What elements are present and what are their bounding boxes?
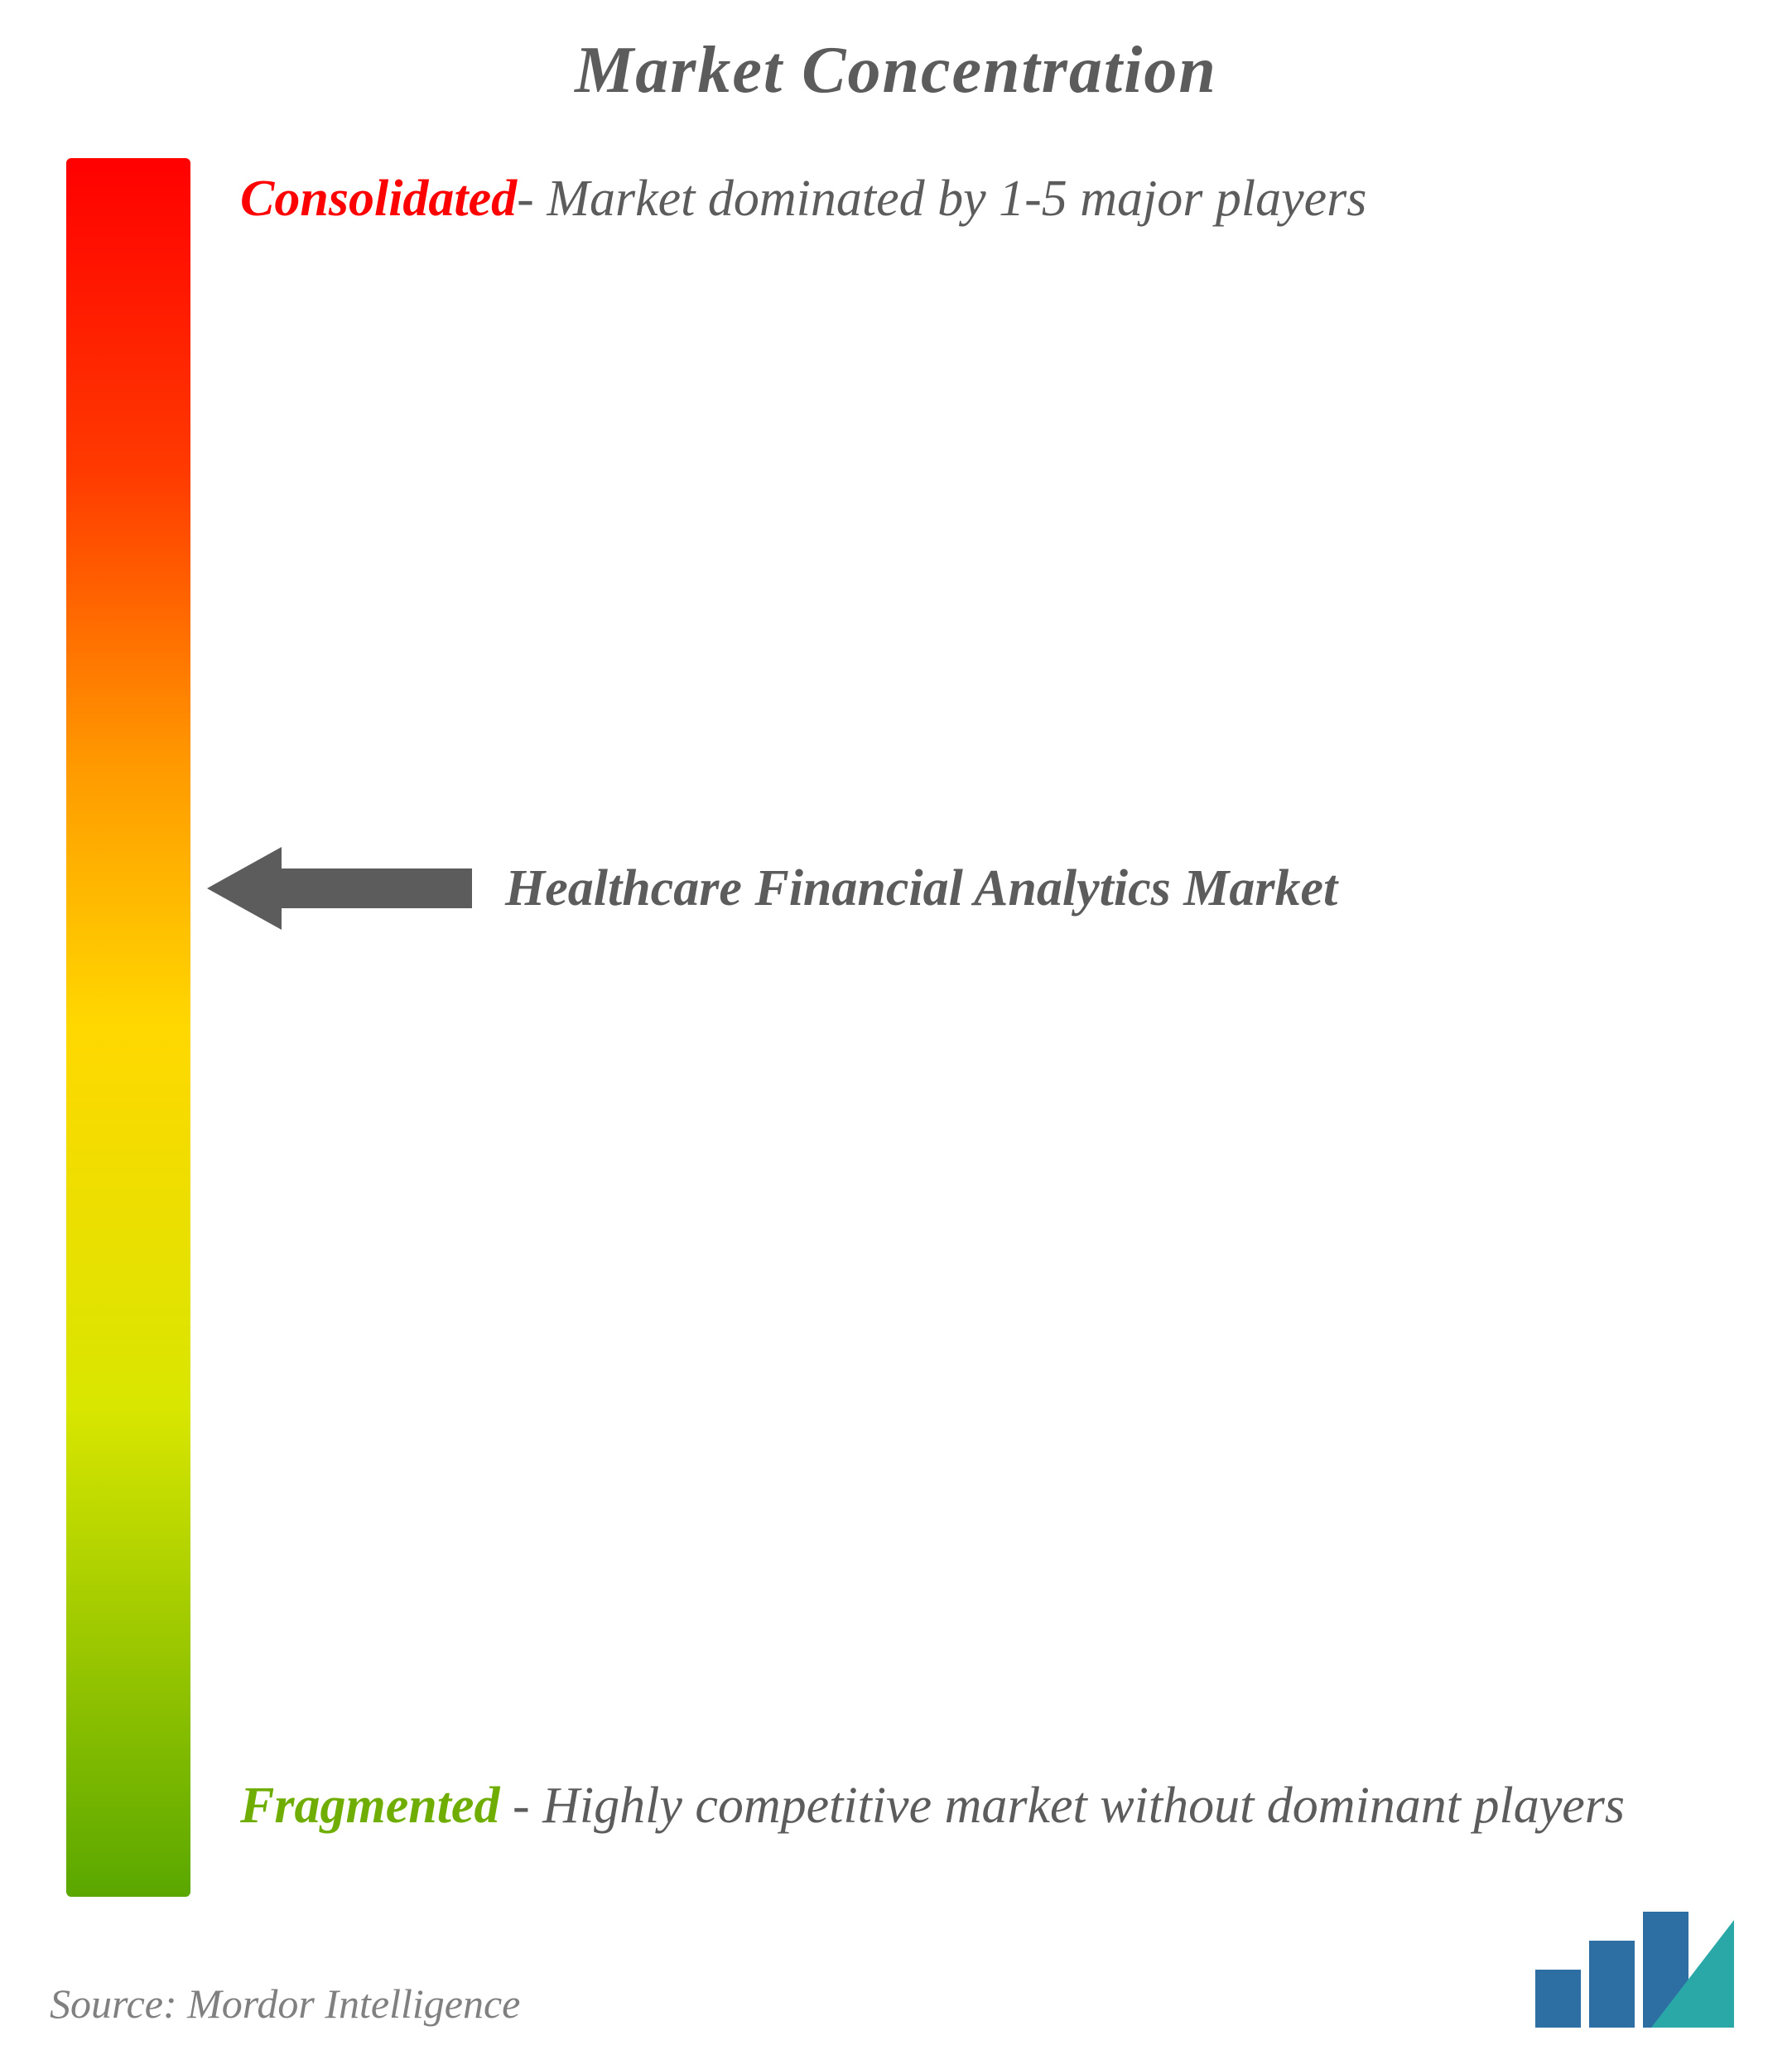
market-name-label: Healthcare Financial Analytics Market (505, 853, 1337, 925)
consolidated-lead: Consolidated (240, 171, 517, 227)
market-concentration-chart: Market Concentration Consolidated- Marke… (0, 0, 1792, 2069)
market-marker: Healthcare Financial Analytics Market (207, 847, 1337, 930)
source-text: Mordor Intelligence (187, 1980, 520, 2027)
concentration-gradient-bar (66, 158, 190, 1897)
source-line: Source: Mordor Intelligence (50, 1980, 520, 2028)
consolidated-label: Consolidated- Market dominated by 1-5 ma… (240, 158, 1709, 240)
chart-body: Consolidated- Market dominated by 1-5 ma… (50, 158, 1742, 1897)
fragmented-label: Fragmented - Highly competitive market w… (240, 1765, 1709, 1847)
logo-bar-2 (1589, 1941, 1635, 2028)
logo-bar-1 (1535, 1970, 1581, 2028)
arrow-head (207, 847, 282, 930)
consolidated-rest: - Market dominated by 1-5 major players (517, 171, 1366, 227)
mordor-logo-icon (1527, 1895, 1742, 2036)
fragmented-lead: Fragmented (240, 1778, 499, 1834)
arrow-icon (207, 847, 472, 930)
chart-title: Market Concentration (50, 33, 1742, 108)
fragmented-rest: - Highly competitive market without domi… (499, 1778, 1625, 1834)
source-prefix: Source: (50, 1980, 187, 2027)
arrow-shaft (273, 868, 472, 908)
